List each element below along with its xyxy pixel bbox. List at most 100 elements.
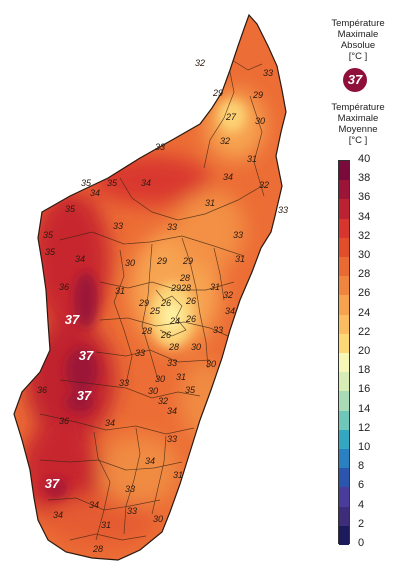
temperature-label: 31 — [101, 520, 111, 530]
temperature-label: 33 — [127, 506, 137, 516]
temperature-label: 31 — [173, 470, 183, 480]
temperature-label: 33 — [125, 484, 135, 494]
absolute-max-label: 37 — [45, 476, 60, 491]
color-scale-band — [339, 391, 349, 412]
temperature-label: 30 — [153, 514, 163, 524]
temperature-label: 31 — [247, 154, 257, 164]
color-scale-band — [339, 410, 349, 431]
color-scale-band — [339, 525, 349, 546]
temperature-label: 33 — [167, 222, 177, 232]
temperature-label: 26 — [160, 298, 171, 308]
temperature-label: 33 — [167, 358, 177, 368]
temperature-label: 28 — [168, 342, 179, 352]
temperature-label: 33 — [135, 348, 145, 358]
temperature-label: 35 — [43, 230, 54, 240]
color-scale-band — [339, 295, 349, 316]
temperature-label: 32 — [220, 136, 230, 146]
temperature-label: 33 — [213, 325, 223, 335]
absolute-max-badge: 37 — [343, 68, 367, 92]
color-scale-tick-label: 26 — [358, 287, 371, 300]
color-scale-tick-label: 30 — [358, 249, 371, 261]
temperature-label: 27 — [225, 112, 237, 122]
absolute-max-label: 37 — [77, 388, 92, 403]
color-scale-tick-label: 4 — [358, 498, 365, 511]
color-scale-tick-label: 0 — [358, 537, 365, 549]
color-scale-tick-label: 8 — [358, 460, 365, 473]
temperature-label: 31 — [176, 372, 186, 382]
absolute-max-title: Température Maximale Absolue [°C ] — [331, 18, 385, 62]
color-scale-band — [339, 218, 349, 239]
temperature-label: 35 — [107, 178, 118, 188]
color-scale-tick-label: 32 — [358, 229, 371, 242]
temperature-label: 33 — [263, 68, 273, 78]
temperature-label: 28 — [180, 283, 191, 293]
color-scale-tick-label: 34 — [358, 210, 371, 223]
color-scale-band — [339, 487, 349, 508]
temperature-label: 29 — [182, 256, 193, 266]
color-scale-tick-label: 14 — [358, 402, 371, 415]
temperature-label: 28 — [179, 273, 190, 283]
color-scale-tick-label: 22 — [358, 325, 371, 338]
temperature-label: 31 — [235, 254, 245, 264]
temperature-label: 35 — [81, 178, 92, 188]
color-scale-band — [339, 449, 349, 469]
color-scale-band — [339, 506, 349, 527]
temperature-label: 34 — [225, 306, 235, 316]
color-scale-band — [339, 429, 349, 450]
color-scale — [338, 160, 350, 546]
color-scale-tick-label: 24 — [358, 306, 371, 319]
temperature-label: 34 — [223, 172, 233, 182]
temperature-label: 28 — [141, 326, 152, 336]
color-scale-tick-label: 20 — [358, 345, 371, 357]
temperature-label: 31 — [115, 286, 125, 296]
district-boundaries — [39, 59, 265, 541]
temperature-label: 29 — [212, 88, 223, 98]
temperature-label: 34 — [90, 188, 100, 198]
temperature-label: 34 — [75, 254, 85, 264]
color-scale-tick-label: 2 — [358, 517, 365, 530]
temperature-label: 30 — [206, 359, 216, 369]
temperature-label: 34 — [145, 456, 155, 466]
temperature-label: 34 — [141, 178, 151, 188]
temperature-label: 33 — [278, 205, 288, 215]
color-scale-band — [339, 372, 349, 392]
temperature-label: 33 — [233, 230, 243, 240]
color-scale-band — [339, 199, 349, 220]
mean-max-title: Température Maximale Moyenne [°C ] — [331, 102, 385, 146]
color-scale-tick-label: 16 — [358, 383, 371, 396]
temperature-label: 24 — [169, 316, 180, 326]
temperature-label: 33 — [119, 378, 129, 388]
legend: Température Maximale Absolue [°C ] 37 Te… — [316, 0, 400, 577]
temperature-label: 33 — [167, 434, 177, 444]
temperature-label: 26 — [185, 296, 196, 306]
temperature-label: 30 — [191, 342, 201, 352]
color-scale-band — [339, 276, 349, 296]
color-scale-band — [339, 237, 349, 258]
temperature-label: 33 — [155, 142, 165, 152]
temperature-label: 29 — [252, 90, 263, 100]
temperature-label: 35 — [185, 385, 196, 395]
temperature-label: 30 — [125, 258, 135, 268]
temperature-label: 36 — [59, 416, 69, 426]
temperature-label: 31 — [210, 282, 220, 292]
color-scale-tick-label: 40 — [358, 153, 371, 165]
temperature-label: 35 — [45, 247, 56, 257]
temperature-label: 28 — [92, 544, 103, 554]
temperature-label: 36 — [59, 282, 69, 292]
temperature-label: 26 — [185, 314, 196, 324]
color-scale-band — [339, 180, 349, 200]
color-scale-tick-label: 6 — [358, 479, 365, 492]
color-scale-tick-label: 18 — [358, 364, 371, 377]
temperature-label: 35 — [65, 204, 76, 214]
temperature-label: 32 — [223, 290, 233, 300]
absolute-max-labels: 37 37 37 37 — [45, 312, 94, 491]
temperature-label: 32 — [259, 180, 269, 190]
color-scale-tick-label: 10 — [358, 441, 371, 453]
color-scale-tick-label: 36 — [358, 191, 371, 204]
color-scale-band — [339, 468, 349, 488]
temperature-label: 30 — [155, 374, 165, 384]
color-scale-band — [339, 333, 349, 354]
temperature-label: 36 — [37, 385, 47, 395]
temperature-label: 29 — [170, 283, 181, 293]
